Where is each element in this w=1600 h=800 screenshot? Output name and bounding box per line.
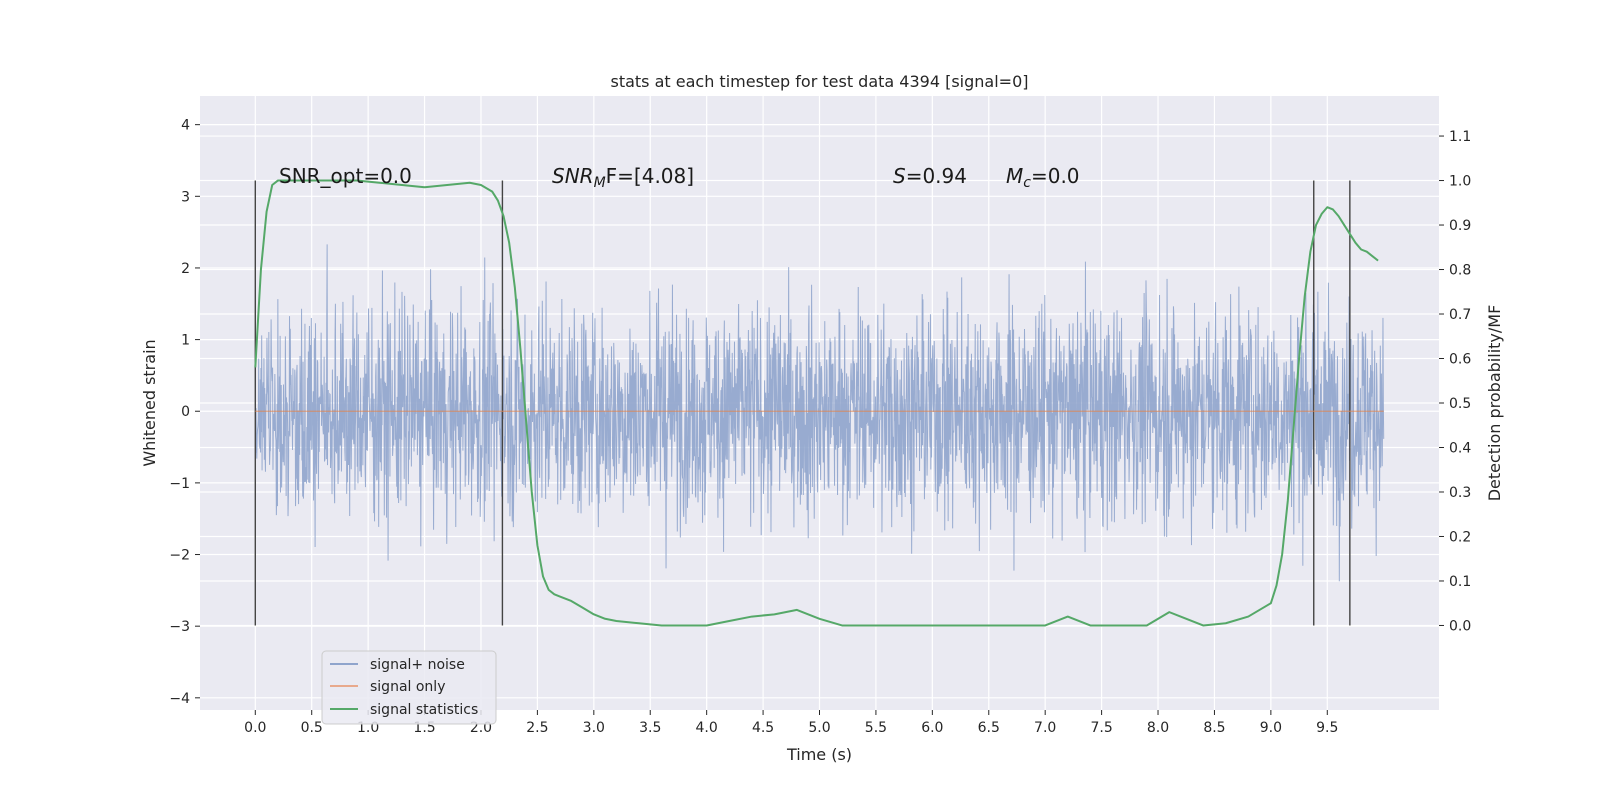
y-tick-label: 1 xyxy=(181,333,190,349)
legend: signal+ noise signal only signal statist… xyxy=(321,650,497,725)
annotation-mc-subscript: c xyxy=(1023,175,1031,191)
y-tick-label: 3 xyxy=(181,189,190,205)
annotation-snr-mf-value: F=[4.08] xyxy=(606,164,694,188)
signal-noise-series xyxy=(254,244,1385,582)
y-right-tick-label: 0.3 xyxy=(1449,485,1471,501)
x-tick-label: 7.0 xyxy=(1034,720,1056,736)
x-tick-label: 9.0 xyxy=(1260,720,1282,736)
legend-label-signal-noise: signal+ noise xyxy=(370,657,465,673)
annotation-snr-mf-symbol: SNR xyxy=(552,164,594,188)
x-tick-label: 7.5 xyxy=(1090,720,1112,736)
signal-statistics-line xyxy=(254,179,1379,627)
x-axis-ticks: 0.0 0.5 1.0 1.5 2.0 2.5 3.0 3.5 4.0 4.5 5.0 5.5 6.0 6… xyxy=(244,710,1338,736)
annotation-snr-mf-subscript: M xyxy=(594,175,606,191)
y-right-tick-label: 1.0 xyxy=(1449,174,1471,190)
y-right-tick-label: 0.4 xyxy=(1449,440,1471,456)
x-tick-label: 9.5 xyxy=(1316,720,1338,736)
x-tick-label: 5.0 xyxy=(808,720,830,736)
annotation-s-symbol: S xyxy=(893,164,906,188)
y-right-tick-label: 0.1 xyxy=(1449,574,1471,590)
x-tick-label: 0.0 xyxy=(244,720,266,736)
annotation-mc-symbol: M xyxy=(1006,164,1023,188)
y-right-tick-label: 0.9 xyxy=(1449,218,1471,234)
annotation-mc-value: =0.0 xyxy=(1031,164,1080,188)
y-tick-label: −1 xyxy=(169,476,190,492)
annotation-s: S=0.94 xyxy=(893,164,967,188)
x-tick-label: 6.5 xyxy=(978,720,1000,736)
y-right-axis-ticks: 1.1 1.0 0.9 0.8 0.7 0.6 0.5 0.4 0.3 0.2 0.1 0.0 xyxy=(1439,129,1471,634)
legend-box xyxy=(321,650,497,725)
annotation-mc: Mc=0.0 xyxy=(1006,164,1080,191)
y-right-tick-label: 0.7 xyxy=(1449,307,1471,323)
legend-label-signal-statistics: signal statistics xyxy=(370,702,478,718)
y-tick-label: 0 xyxy=(181,404,190,420)
y-right-tick-label: 0.6 xyxy=(1449,352,1471,368)
x-axis-label: Time (s) xyxy=(786,745,852,764)
annotation-snr-mf: SNRMF=[4.08] xyxy=(552,164,694,191)
y-axis-ticks: 4 3 2 1 0 −1 −2 −3 −4 xyxy=(169,118,200,707)
annotation-s-value: =0.94 xyxy=(906,164,967,188)
y-right-tick-label: 0.5 xyxy=(1449,396,1471,412)
x-tick-label: 5.5 xyxy=(865,720,887,736)
y-right-axis-label: Detection probability/MF xyxy=(1485,305,1504,502)
x-tick-label: 4.0 xyxy=(696,720,718,736)
y-tick-label: 2 xyxy=(181,261,190,277)
y-right-tick-label: 0.2 xyxy=(1449,529,1471,545)
x-tick-label: 3.0 xyxy=(583,720,605,736)
x-tick-label: 6.0 xyxy=(921,720,943,736)
chart-title: stats at each timestep for test data 439… xyxy=(610,72,1028,91)
y-tick-label: −3 xyxy=(169,619,190,635)
x-tick-label: 3.5 xyxy=(639,720,661,736)
x-tick-label: 8.5 xyxy=(1203,720,1225,736)
x-tick-label: 4.5 xyxy=(752,720,774,736)
y-right-tick-label: 1.1 xyxy=(1449,129,1471,145)
y-right-tick-label: 0.8 xyxy=(1449,263,1471,279)
signal-statistics-series xyxy=(254,179,1379,627)
annotation-snr-opt: SNR_opt=0.0 xyxy=(279,164,412,188)
y-right-tick-label: 0.0 xyxy=(1449,618,1471,634)
signal-noise-line xyxy=(254,244,1385,582)
y-axis-label: Whitened strain xyxy=(140,339,159,466)
y-tick-label: 4 xyxy=(181,118,190,134)
x-tick-label: 8.0 xyxy=(1147,720,1169,736)
x-tick-label: 2.5 xyxy=(526,720,548,736)
x-tick-label: 0.5 xyxy=(301,720,323,736)
y-tick-label: −2 xyxy=(169,548,190,564)
y-tick-label: −4 xyxy=(169,691,190,707)
vertical-markers xyxy=(254,180,1351,626)
legend-label-signal-only: signal only xyxy=(370,679,445,695)
